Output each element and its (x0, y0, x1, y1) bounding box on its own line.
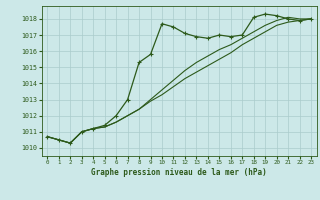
X-axis label: Graphe pression niveau de la mer (hPa): Graphe pression niveau de la mer (hPa) (91, 168, 267, 177)
